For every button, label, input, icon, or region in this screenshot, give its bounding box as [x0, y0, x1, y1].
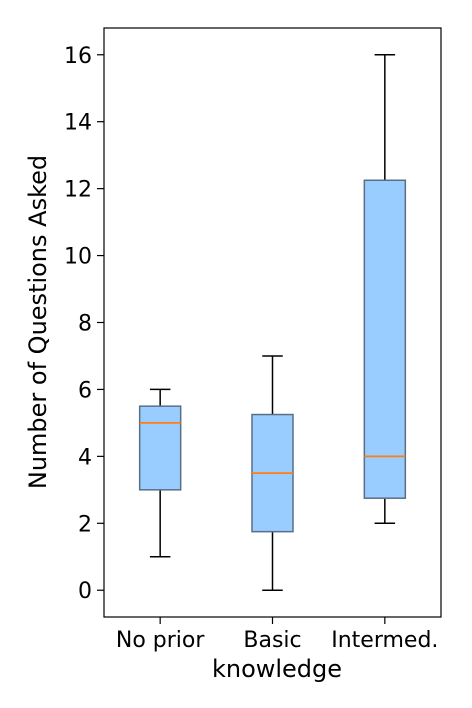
x-axis: No prior Basic Intermed.: [116, 617, 438, 653]
x-tick-label: Basic: [243, 628, 301, 653]
y-tick-label: 6: [78, 378, 92, 403]
y-tick-label: 2: [78, 512, 92, 537]
y-tick-label: 0: [78, 579, 92, 604]
y-axis: 0 2 4 6 8 10 12 14 16: [64, 44, 104, 604]
iqr-box: [138, 405, 182, 491]
y-tick-label: 8: [78, 312, 92, 337]
boxes-layer: [138, 54, 407, 591]
y-tick-label: 16: [64, 44, 92, 69]
box-group: [138, 388, 182, 558]
y-tick-label: 14: [64, 111, 92, 136]
iqr-box: [363, 179, 407, 499]
box-group: [251, 355, 294, 591]
x-axis-label: knowledge: [212, 655, 342, 683]
y-tick-label: 4: [78, 445, 92, 470]
x-tick-label: Intermed.: [331, 628, 438, 653]
box-group: [363, 54, 407, 525]
y-tick-label: 12: [64, 178, 92, 203]
x-tick-label: No prior: [116, 628, 205, 653]
y-axis-label: Number of Questions Asked: [24, 155, 52, 489]
y-tick-label: 10: [64, 245, 92, 270]
